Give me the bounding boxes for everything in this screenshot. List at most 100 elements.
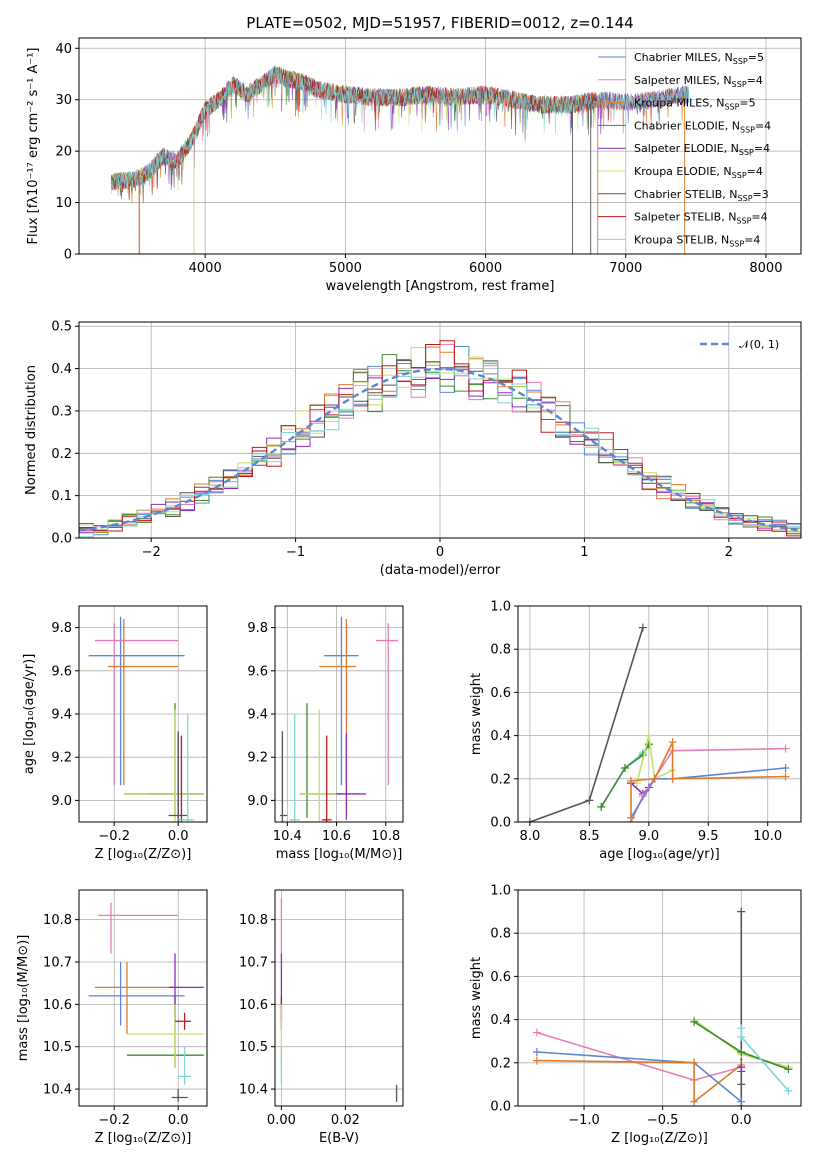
y-tick-label: 9.8 [51, 621, 72, 636]
data-point-marker [585, 796, 594, 805]
y-tick-label: 0.6 [490, 970, 511, 985]
y-tick-label: 0.0 [51, 532, 72, 547]
axes-frame [517, 605, 802, 823]
x-tick-label: −1.0 [568, 1113, 600, 1128]
errorbar-point [95, 623, 179, 786]
errorbar-point [321, 735, 332, 822]
series-line-chabrier-stelib [529, 627, 644, 822]
data-point-marker [626, 813, 635, 822]
age-vs-Z-plot-area [88, 616, 204, 822]
legend-entry: Kroupa ELODIE, NSSP=4 [634, 165, 763, 180]
spectrum-plot-area [110, 65, 690, 254]
y-tick-label: 0.1 [51, 489, 72, 504]
y-tick-label: 40 [55, 42, 72, 57]
legend-entry: Kroupa MILES, NSSP=5 [634, 97, 756, 112]
legend-entry: Kroupa STELIB, NSSP=4 [634, 233, 760, 248]
axes-frame [517, 889, 802, 1107]
errorbar-point [127, 1004, 204, 1068]
y-tick-label: 9.0 [51, 794, 72, 809]
data-point-marker [690, 1058, 699, 1067]
x-axis-label: Z [log₁₀(Z/Z⊙)] [611, 1131, 708, 1146]
y-axis-label: Normed distribution [24, 365, 39, 495]
y-tick-label: 10.5 [43, 1040, 72, 1055]
histogram-step-kroupa-stelib [79, 361, 801, 538]
y-tick-label: 9.8 [247, 621, 268, 636]
errorbar-point [168, 953, 204, 1022]
spectrum-line-kroupa-elodie [111, 65, 598, 197]
mass-vs-Z-plot-area [88, 902, 204, 1102]
x-tick-label: 0.0 [731, 1113, 752, 1128]
histogram-step-kroupa-miles [79, 346, 801, 533]
x-tick-label: 10.6 [322, 829, 351, 844]
residuals-plot-area [79, 340, 801, 538]
x-tick-label: 9.0 [638, 829, 659, 844]
y-tick-label: 9.0 [247, 794, 268, 809]
x-tick-label: 0.02 [331, 1113, 360, 1128]
y-axis-label: age [log₁₀(age/yr)] [22, 654, 37, 775]
axes-frame [78, 321, 802, 539]
x-axis-label: (data-model)/error [380, 563, 501, 578]
y-tick-label: 10.8 [43, 913, 72, 928]
y-tick-label: 0 [64, 248, 72, 263]
data-point-marker [737, 1067, 746, 1076]
mass-vs-EBV-plot-area [280, 898, 398, 1102]
x-axis-label: wavelength [Angstrom, rest frame] [326, 279, 555, 294]
legend-entry: Salpeter STELIB, NSSP=4 [634, 211, 768, 226]
massweight-vs-age-plot-area [525, 623, 790, 822]
y-tick-label: 9.6 [247, 664, 268, 679]
errorbar-point [319, 618, 357, 786]
y-tick-label: 10.7 [239, 956, 268, 971]
data-point-marker [650, 774, 659, 783]
age-vs-Z-axes: −0.2 0.0 9.0 9.2 9.4 9.6 9.8 Z [log₁₀(Z/Z⊙)] age… [22, 605, 208, 862]
y-tick-label: 1.0 [490, 884, 511, 899]
x-tick-label: −0.2 [98, 1113, 130, 1128]
y-tick-label: 10.6 [43, 998, 72, 1013]
x-tick-label: 8.5 [579, 829, 600, 844]
age-vs-mass-axes: 10.4 10.6 10.8 9.0 9.2 9.4 9.6 9.8 mass [log₁₀(M… [247, 605, 404, 862]
x-tick-label: 0.0 [168, 1113, 189, 1128]
y-tick-label: 0.4 [490, 729, 511, 744]
errorbar-point [178, 735, 185, 822]
y-tick-label: 9.4 [247, 708, 268, 723]
data-point-marker [668, 774, 677, 783]
data-point-marker [781, 744, 790, 753]
x-tick-label: 4000 [189, 261, 222, 276]
x-tick-label: 8.0 [520, 829, 541, 844]
x-axis-label: age [log₁₀(age/yr)] [599, 847, 720, 862]
y-tick-label: 30 [55, 93, 72, 108]
y-tick-label: 10.6 [239, 998, 268, 1013]
x-tick-label: 10.0 [753, 829, 782, 844]
data-point-marker [525, 818, 534, 822]
data-point-marker [626, 776, 635, 785]
y-axis-label: mass weight [469, 957, 484, 1039]
x-tick-label: 6000 [469, 261, 502, 276]
y-axis-label: mass weight [469, 673, 484, 755]
x-axis-label: E(B-V) [319, 1131, 359, 1146]
y-tick-label: 0.5 [51, 320, 72, 335]
x-tick-label: 7000 [609, 261, 642, 276]
legend-entry: Chabrier ELODIE, NSSP=4 [634, 119, 771, 134]
y-tick-label: 10.5 [239, 1040, 268, 1055]
x-tick-label: 1 [580, 545, 588, 560]
data-point-marker [737, 1097, 746, 1106]
x-tick-label: 5000 [329, 261, 362, 276]
y-tick-label: 0.2 [490, 772, 511, 787]
age-vs-mass-plot-area [279, 616, 399, 822]
massweight-vs-Z-plot-area [532, 907, 793, 1106]
data-point-marker [737, 907, 746, 916]
errorbar-point [95, 962, 179, 1034]
data-point-marker [781, 772, 790, 781]
x-tick-label: 0.0 [168, 829, 189, 844]
legend: Chabrier MILES, NSSP=5 Salpeter MILES, NS… [598, 51, 771, 248]
y-tick-label: 10 [55, 196, 72, 211]
y-axis-label: mass [log₁₀(M/M⊙)] [16, 935, 31, 1062]
y-tick-label: 9.6 [51, 664, 72, 679]
axes-frame [78, 37, 802, 255]
x-tick-label: −1 [286, 545, 305, 560]
errorbar-point [175, 1012, 191, 1030]
x-tick-label: −2 [142, 545, 161, 560]
y-tick-label: 0.0 [490, 1100, 511, 1115]
errorbar-point [88, 616, 185, 786]
errorbar-point [127, 995, 204, 1068]
residuals-axes: −2 −1 0 1 2 0.0 0.1 0.2 0.3 0.4 0.5 (data-model)/er… [24, 320, 802, 578]
